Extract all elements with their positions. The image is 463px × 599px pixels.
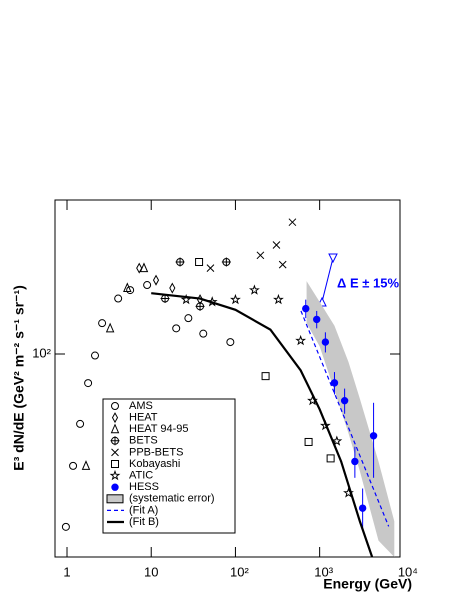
x-tick-label: 10⁴: [398, 564, 418, 579]
x-tick-label: 10³: [314, 564, 333, 579]
marker: [261, 372, 270, 381]
marker: [195, 258, 204, 267]
marker: [172, 324, 181, 333]
marker: [195, 301, 205, 311]
x-tick-label: 1: [63, 564, 70, 579]
marker: [111, 483, 119, 491]
fit-line: [151, 292, 374, 557]
marker: [91, 351, 100, 360]
marker: [184, 314, 193, 323]
marker: [111, 412, 119, 424]
marker: [111, 460, 119, 468]
marker: [105, 322, 115, 333]
marker: [123, 282, 132, 293]
legend-label: HESS: [129, 481, 159, 493]
marker: [313, 315, 321, 324]
marker: [340, 396, 349, 405]
marker: [226, 338, 235, 347]
marker: [295, 334, 307, 346]
marker: [206, 264, 215, 272]
legend-label: ATIC: [129, 470, 153, 482]
marker: [98, 319, 107, 328]
x-tick-label: 10²: [230, 564, 249, 579]
marker: [321, 338, 330, 346]
marker: [69, 461, 78, 470]
marker: [330, 379, 339, 387]
marker: [273, 293, 284, 305]
marker: [175, 257, 185, 267]
legend-label: (Fit B): [129, 516, 159, 528]
legend-label: (Fit A): [129, 504, 158, 516]
marker: [230, 293, 241, 305]
marker: [114, 294, 123, 303]
fit-line: [300, 310, 390, 527]
marker: [278, 260, 287, 269]
marker: [152, 274, 160, 286]
marker: [302, 304, 310, 313]
marker: [84, 379, 93, 388]
x-tick-label: 10: [144, 564, 158, 579]
marker: [143, 281, 152, 290]
marker: [319, 419, 331, 431]
marker: [331, 435, 343, 446]
x-axis-label: Energy (GeV): [323, 576, 412, 592]
marker: [369, 432, 378, 440]
legend-label: PPB-BETS: [129, 446, 183, 458]
marker: [221, 257, 231, 267]
marker: [248, 284, 260, 295]
marker: [358, 504, 367, 512]
marker: [256, 251, 265, 260]
systematic-band: [306, 281, 395, 557]
legend-label: Kobayashi: [129, 458, 180, 470]
delta-e-arrow: [317, 253, 338, 307]
marker: [81, 460, 91, 470]
marker: [76, 419, 85, 428]
marker: [304, 437, 313, 446]
marker: [139, 262, 149, 273]
marker: [288, 218, 297, 227]
legend-label: HEAT: [129, 412, 158, 424]
plot-area: [61, 218, 395, 557]
marker: [126, 286, 135, 295]
legend-label: HEAT 94-95: [129, 423, 189, 435]
marker: [351, 457, 359, 466]
legend-label: BETS: [129, 435, 158, 447]
y-axis-label: E³ dN/dE (GeV² m⁻² s⁻¹ sr⁻¹): [11, 285, 27, 471]
marker: [111, 402, 119, 410]
marker: [109, 469, 121, 481]
marker: [326, 454, 335, 463]
y-tick-label: 10²: [32, 345, 51, 360]
marker: [110, 423, 120, 434]
marker: [169, 282, 176, 294]
marker: [199, 329, 208, 338]
legend-swatch: [106, 494, 124, 504]
marker: [272, 241, 281, 249]
marker: [110, 436, 120, 446]
marker: [61, 522, 70, 531]
legend-box: [102, 398, 236, 534]
legend-label: AMS: [129, 400, 153, 412]
marker: [111, 448, 119, 457]
annotation: Δ E ± 15%: [337, 275, 399, 290]
marker: [136, 262, 143, 274]
plot-frame: [54, 199, 401, 558]
legend-label: (systematic error): [129, 493, 215, 505]
